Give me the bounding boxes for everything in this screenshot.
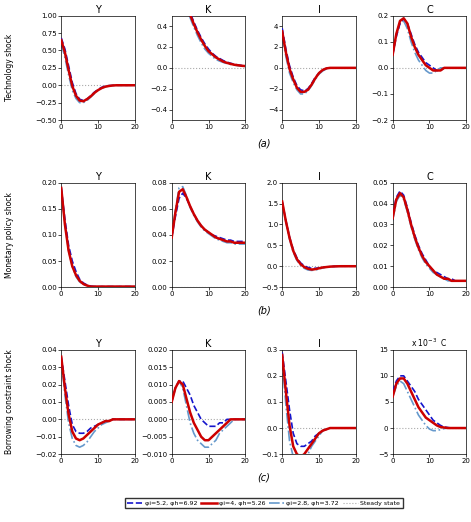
Legend: φi=5.2, φh=6.92, φi=4, φh=5.26, φi=2.8, φh=3.72, Steady state: φi=5.2, φh=6.92, φi=4, φh=5.26, φi=2.8, … (125, 498, 403, 508)
Title: Y: Y (95, 339, 101, 349)
Text: (a): (a) (257, 138, 270, 149)
Title: K: K (205, 5, 211, 15)
Title: I: I (317, 172, 320, 182)
Title: C: C (426, 5, 433, 15)
Text: Monetary policy shock: Monetary policy shock (5, 192, 14, 278)
Title: C: C (426, 172, 433, 182)
Title: Y: Y (95, 5, 101, 15)
Title: I: I (317, 339, 320, 349)
Title: I: I (317, 5, 320, 15)
Text: Technology shock: Technology shock (5, 34, 14, 101)
Title: K: K (205, 172, 211, 182)
Title: x 10$^{-3}$  C: x 10$^{-3}$ C (411, 337, 448, 349)
Text: (c): (c) (257, 472, 270, 483)
Title: Y: Y (95, 172, 101, 182)
Text: Borrowing constraint shock: Borrowing constraint shock (5, 350, 14, 454)
Text: (b): (b) (257, 305, 271, 316)
Title: K: K (205, 339, 211, 349)
